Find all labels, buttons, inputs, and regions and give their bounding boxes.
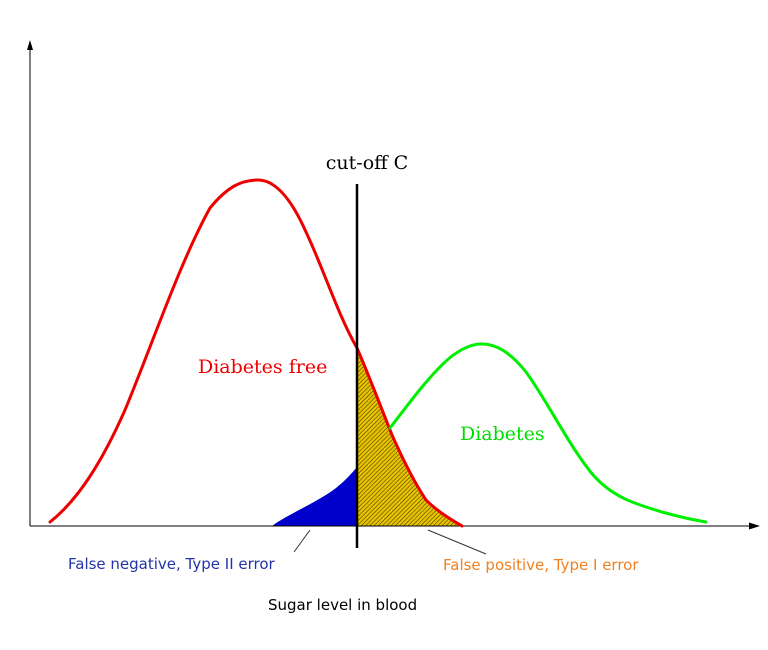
- x-axis-label: Sugar level in blood: [268, 596, 417, 614]
- false-positive-region: [357, 348, 462, 526]
- y-axis-arrow-icon: [27, 40, 33, 50]
- diabetes-free-label: Diabetes free: [198, 356, 327, 378]
- false-negative-label: False negative, Type II error: [68, 555, 276, 573]
- false-positive-pointer: [427, 529, 487, 555]
- false-negative-pointer: [293, 529, 311, 553]
- false-positive-label: False positive, Type I error: [443, 556, 639, 574]
- diabetes-curve: [388, 342, 708, 524]
- diabetes-free-curve: [48, 178, 464, 528]
- false-negative-region: [272, 467, 357, 526]
- x-axis-arrow-icon: [749, 522, 760, 530]
- diabetes-label: Diabetes: [460, 423, 545, 445]
- cutoff-label: cut-off C: [326, 152, 408, 174]
